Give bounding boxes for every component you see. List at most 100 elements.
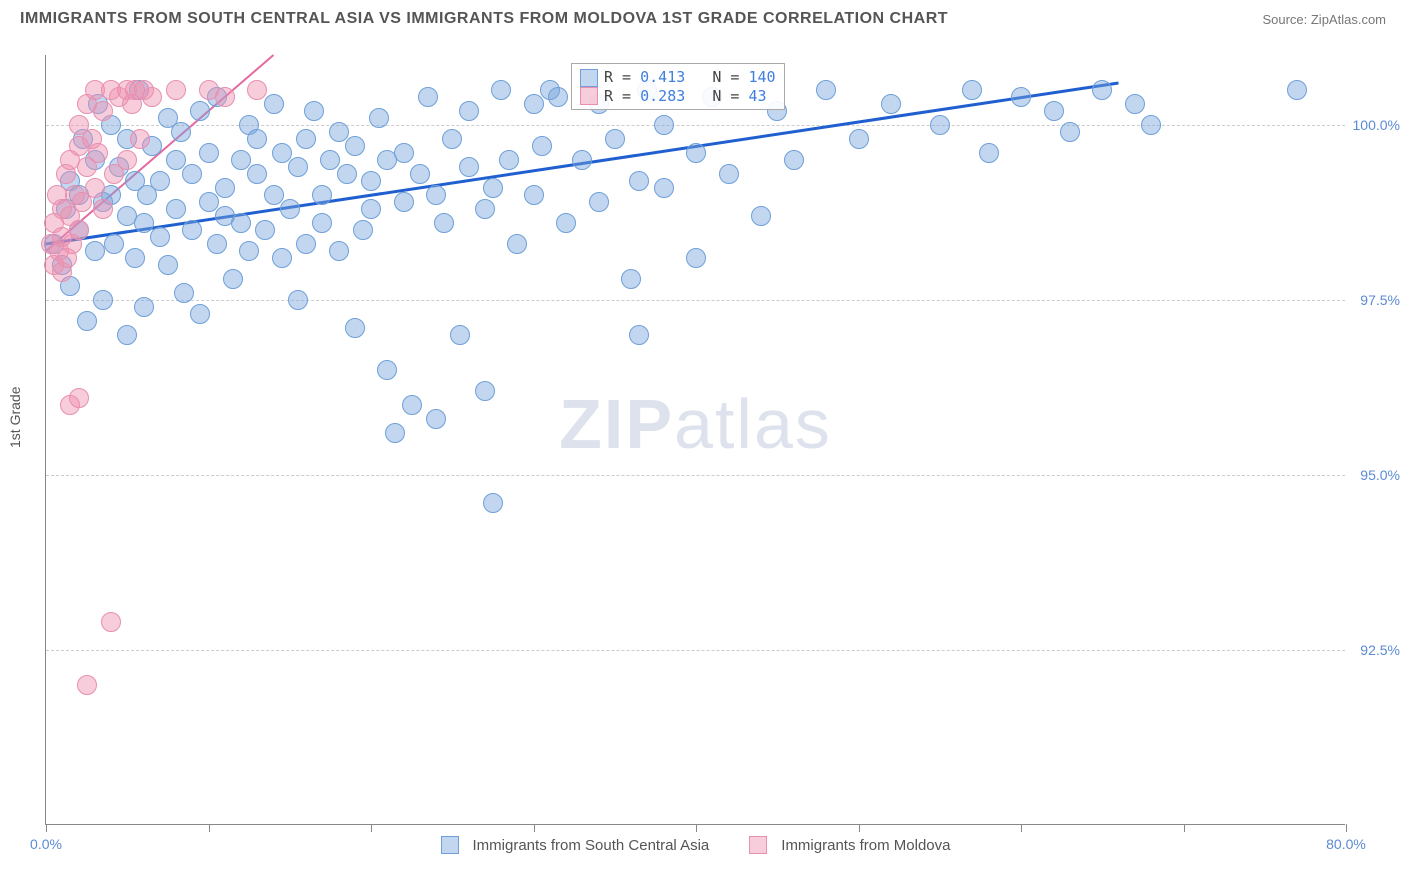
scatter-point [329, 122, 349, 142]
scatter-point [134, 297, 154, 317]
x-tick [534, 824, 535, 832]
y-axis-label: 1st Grade [7, 387, 23, 448]
scatter-point [150, 227, 170, 247]
scatter-point [1044, 101, 1064, 121]
scatter-point [199, 143, 219, 163]
scatter-point [247, 80, 267, 100]
x-tick-label: 0.0% [30, 836, 62, 852]
scatter-point [1011, 87, 1031, 107]
scatter-point [654, 178, 674, 198]
scatter-point [296, 234, 316, 254]
scatter-point [104, 234, 124, 254]
scatter-point [548, 87, 568, 107]
scatter-point [483, 178, 503, 198]
scatter-point [361, 171, 381, 191]
scatter-point [182, 164, 202, 184]
scatter-point [272, 143, 292, 163]
scatter-point [215, 87, 235, 107]
scatter-point [450, 325, 470, 345]
y-tick-label: 100.0% [1353, 117, 1400, 133]
scatter-point [231, 150, 251, 170]
scatter-point [69, 388, 89, 408]
scatter-point [223, 269, 243, 289]
scatter-point [784, 150, 804, 170]
scatter-point [288, 290, 308, 310]
scatter-point [426, 409, 446, 429]
scatter-point [1092, 80, 1112, 100]
y-tick-label: 95.0% [1360, 467, 1400, 483]
scatter-point [85, 241, 105, 261]
scatter-point [190, 304, 210, 324]
scatter-point [93, 101, 113, 121]
x-tick [1346, 824, 1347, 832]
scatter-point [524, 185, 544, 205]
scatter-point [881, 94, 901, 114]
scatter-point [320, 150, 340, 170]
x-tick [696, 824, 697, 832]
x-tick [46, 824, 47, 832]
chart-title: IMMIGRANTS FROM SOUTH CENTRAL ASIA VS IM… [20, 10, 948, 28]
scatter-point [385, 423, 405, 443]
x-tick [1021, 824, 1022, 832]
scatter-point [207, 234, 227, 254]
scatter-point [171, 122, 191, 142]
scatter-point [369, 108, 389, 128]
scatter-point [272, 248, 292, 268]
scatter-point [117, 150, 137, 170]
scatter-point [442, 129, 462, 149]
scatter-point [849, 129, 869, 149]
x-tick-label: 80.0% [1326, 836, 1366, 852]
stats-legend-row: R = 0.413 N = 140 [580, 68, 776, 87]
scatter-point [426, 185, 446, 205]
stats-legend-row: R = 0.283 N = 43 [580, 87, 776, 106]
scatter-chart: ZIPatlas 92.5%95.0%97.5%100.0%0.0%80.0%R… [45, 55, 1345, 825]
scatter-point [1125, 94, 1145, 114]
scatter-point [231, 213, 251, 233]
scatter-point [88, 143, 108, 163]
scatter-point [158, 255, 178, 275]
scatter-point [572, 150, 592, 170]
scatter-point [499, 150, 519, 170]
scatter-point [491, 80, 511, 100]
scatter-point [524, 94, 544, 114]
scatter-point [686, 248, 706, 268]
scatter-point [329, 241, 349, 261]
scatter-point [962, 80, 982, 100]
scatter-point [247, 129, 267, 149]
scatter-point [134, 213, 154, 233]
scatter-point [166, 150, 186, 170]
scatter-point [556, 213, 576, 233]
scatter-point [296, 129, 316, 149]
scatter-point [483, 493, 503, 513]
scatter-point [130, 129, 150, 149]
scatter-point [394, 143, 414, 163]
scatter-point [361, 199, 381, 219]
scatter-point [264, 94, 284, 114]
scatter-point [459, 101, 479, 121]
scatter-point [255, 220, 275, 240]
scatter-point [979, 143, 999, 163]
scatter-point [174, 283, 194, 303]
scatter-point [402, 395, 422, 415]
scatter-point [532, 136, 552, 156]
scatter-point [629, 171, 649, 191]
scatter-point [475, 199, 495, 219]
bottom-legend: Immigrants from South Central AsiaImmigr… [441, 836, 951, 854]
x-tick [1184, 824, 1185, 832]
scatter-point [190, 101, 210, 121]
scatter-point [930, 115, 950, 135]
scatter-point [394, 192, 414, 212]
y-tick-label: 97.5% [1360, 292, 1400, 308]
scatter-point [418, 87, 438, 107]
stats-legend: R = 0.413 N = 140R = 0.283 N = 43 [571, 63, 785, 110]
scatter-point [199, 192, 219, 212]
scatter-point [69, 220, 89, 240]
scatter-point [215, 178, 235, 198]
scatter-point [377, 360, 397, 380]
scatter-point [751, 206, 771, 226]
scatter-point [507, 234, 527, 254]
scatter-point [117, 325, 137, 345]
scatter-point [312, 185, 332, 205]
scatter-point [77, 311, 97, 331]
scatter-point [85, 178, 105, 198]
